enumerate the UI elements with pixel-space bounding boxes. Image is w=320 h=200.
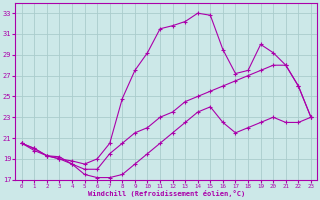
X-axis label: Windchill (Refroidissement éolien,°C): Windchill (Refroidissement éolien,°C) — [88, 190, 245, 197]
